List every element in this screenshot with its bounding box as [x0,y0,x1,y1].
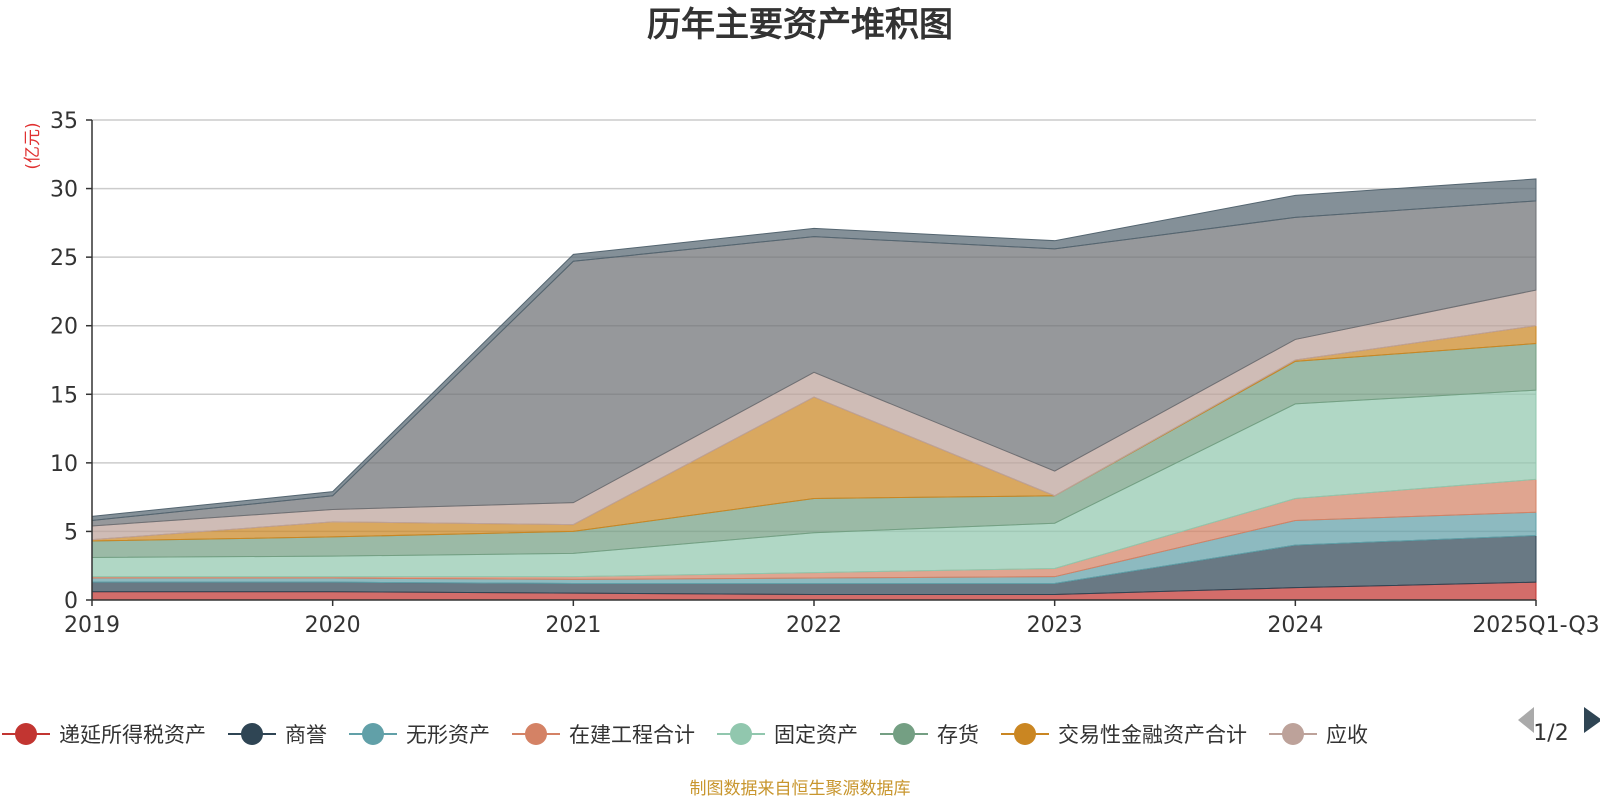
legend-marker [15,723,37,745]
legend-item[interactable]: 在建工程合计 [512,723,695,747]
y-axis-ticks: 0 5 10 15 20 25 30 35 [50,109,92,614]
x-tick-label: 2022 [786,613,842,638]
y-tick-label: 0 [64,589,78,614]
chart-title: 历年主要资产堆积图 [647,5,953,45]
x-tick-label: 2024 [1267,613,1323,638]
y-tick-label: 30 [50,178,78,203]
x-tick-label: 2019 [64,613,120,638]
x-axis-ticks: 2019 2020 2021 2022 2023 2024 2025Q1-Q3 [64,600,1600,638]
x-tick-label: 2021 [545,613,601,638]
x-tick-label: 2023 [1027,613,1083,638]
legend-item[interactable]: 应收 [1269,723,1368,747]
legend-marker [1014,723,1036,745]
legend-label: 无形资产 [406,723,490,747]
legend-item[interactable]: 固定资产 [717,723,858,747]
legend-label: 固定资产 [774,723,858,747]
legend-item[interactable]: 递延所得税资产 [2,723,206,747]
legend-marker [1282,723,1304,745]
y-tick-label: 20 [50,315,78,340]
x-tick-label: 2025Q1-Q3 [1472,613,1599,638]
y-tick-label: 35 [50,109,78,134]
legend-label: 存货 [937,723,979,747]
area-series [91,178,1537,522]
y-tick-label: 10 [50,452,78,477]
plot-areas [91,178,1537,601]
legend-marker [893,723,915,745]
legend-item[interactable]: 无形资产 [349,723,490,747]
x-tick-label: 2020 [305,613,361,638]
y-tick-label: 25 [50,246,78,271]
legend-label: 在建工程合计 [569,723,695,747]
y-axis-unit: (亿元) [23,122,43,169]
legend-prev-icon[interactable] [1518,707,1534,733]
legend-marker [362,723,384,745]
data-source-note: 制图数据来自恒生聚源数据库 [690,779,911,799]
legend-marker [730,723,752,745]
legend-label: 商誉 [285,723,327,747]
legend-marker [241,723,263,745]
legend-marker [525,723,547,745]
legend-label: 交易性金融资产合计 [1058,723,1247,747]
y-tick-label: 5 [64,520,78,545]
legend-item[interactable]: 存货 [880,723,979,747]
legend-item[interactable]: 商誉 [228,723,327,747]
legend-label: 递延所得税资产 [59,723,206,747]
legend-item[interactable]: 交易性金融资产合计 [1001,723,1247,747]
legend-label: 应收 [1326,723,1368,747]
legend-pager: 1/2 [1518,707,1600,746]
legend[interactable]: 递延所得税资产 商誉 无形资产 在建工程合计 固定资产 存货 交易性金融资产合计 应收 [2,723,1368,747]
legend-next-icon[interactable] [1584,707,1600,733]
y-tick-label: 15 [50,383,78,408]
legend-page-indicator: 1/2 [1533,721,1568,746]
